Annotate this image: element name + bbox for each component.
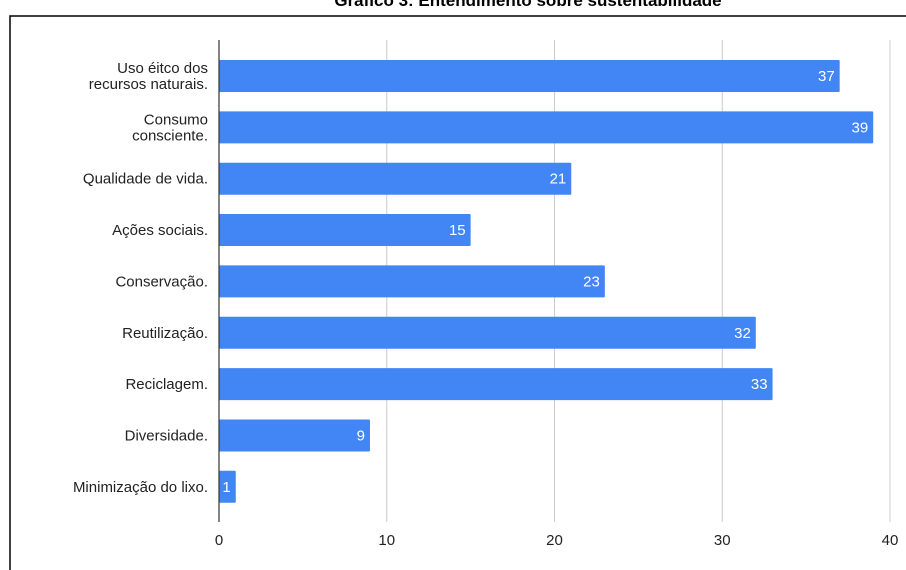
bars: 37 39 21 15 23 32 33 9 1	[219, 60, 874, 503]
category-label: Uso éitco dos	[117, 60, 208, 77]
category-label: Conservação.	[115, 273, 208, 290]
data-label: 23	[583, 273, 600, 290]
x-tick-label: 10	[378, 532, 395, 549]
category-label: Ações sociais.	[112, 222, 208, 239]
bar	[219, 111, 874, 144]
chart-title: Gráfico 3: Entendimento sobre sustentabi…	[334, 0, 721, 10]
bar	[219, 419, 370, 452]
bar	[219, 60, 840, 92]
x-tick-label: 40	[882, 532, 899, 549]
data-label: 21	[550, 171, 567, 188]
category-label: Minimização do lixo.	[73, 479, 208, 496]
data-label: 37	[818, 68, 835, 85]
data-label: 15	[449, 222, 466, 239]
category-label: recursos naturais.	[89, 76, 208, 93]
bar	[219, 470, 236, 503]
data-label: 1	[222, 479, 230, 496]
category-label: Reutilização.	[122, 325, 208, 342]
x-tick-label: 0	[215, 532, 223, 549]
data-label: 39	[852, 119, 869, 136]
bar	[219, 316, 756, 349]
category-label: Reciclagem.	[125, 376, 208, 393]
category-label: Qualidade de vida.	[83, 171, 208, 188]
bar	[219, 214, 471, 247]
x-tick-label: 30	[714, 532, 731, 549]
x-tick-label: 20	[546, 532, 563, 549]
data-label: 32	[734, 325, 751, 342]
category-label: Diversidade.	[125, 427, 208, 444]
data-label: 33	[751, 376, 768, 393]
x-axis-tick-labels: 0 10 20 30 40	[215, 532, 899, 549]
category-label: Consumo	[144, 111, 208, 128]
bar	[219, 368, 773, 401]
data-label: 9	[357, 427, 365, 444]
bar	[219, 265, 605, 298]
category-label: consciente.	[132, 127, 208, 144]
bar	[219, 162, 572, 195]
